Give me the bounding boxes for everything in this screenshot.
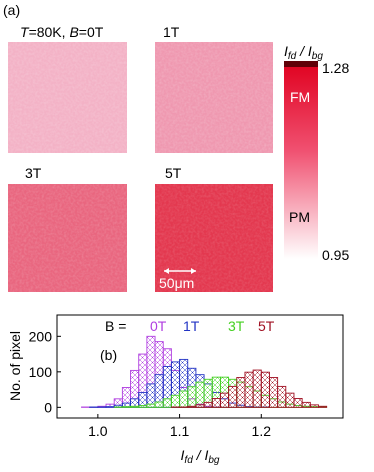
colorbar (284, 61, 318, 259)
scale-bar-label: 50μm (159, 275, 194, 291)
colorbar-annotation: PM (289, 209, 310, 225)
histogram-bar (277, 385, 287, 408)
histogram-bar (121, 406, 131, 408)
label-part: B (69, 24, 78, 40)
y-tick-label: 200 (29, 328, 53, 344)
histogram-bar (211, 398, 221, 408)
label-part: T (20, 24, 30, 40)
label-part: I (181, 447, 185, 463)
image-label: T=80K, B=0T (20, 24, 104, 40)
image-texture (155, 184, 273, 292)
y-axis-label: No. of pixel (7, 331, 23, 401)
colorbar-annotation: FM (290, 89, 310, 105)
histogram-bar (293, 398, 303, 408)
histogram-bar (301, 401, 311, 408)
histogram-bar (244, 371, 254, 408)
histogram-bar (187, 405, 197, 408)
image-label: 3T (25, 165, 42, 181)
image-texture (155, 42, 273, 153)
histogram-bar (309, 404, 319, 408)
label-part: =0T (79, 24, 104, 40)
histogram-bar (179, 390, 189, 408)
image-texture (8, 184, 127, 292)
legend-entry: 3T (228, 318, 245, 334)
histogram-panel: 0 100 200 1.0 1.1 1.2 0T 1T 3T 5T (29, 314, 344, 439)
label-part: =80K, (29, 24, 70, 40)
panel-label: (a) (3, 2, 20, 18)
colorbar-top (284, 61, 318, 67)
x-tick-label: 1.2 (252, 423, 272, 439)
panel-label: (b) (100, 347, 117, 363)
label-part: bg (312, 51, 324, 62)
colorbar-min: 0.95 (322, 247, 349, 263)
histogram-bar (318, 405, 328, 408)
histogram-bar (269, 377, 279, 408)
histogram-bar (105, 406, 115, 408)
label-part: I (204, 447, 208, 463)
y-tick-label: 0 (44, 399, 52, 415)
histogram-bar (138, 391, 148, 408)
histogram-bar (260, 371, 270, 408)
histogram-bar (154, 401, 164, 408)
histogram-bar (146, 403, 156, 408)
legend-entry: 1T (183, 318, 200, 334)
histogram-bar (162, 398, 172, 408)
histogram-bar (195, 381, 205, 408)
legend-title: B = (105, 318, 126, 334)
histogram-bar (203, 401, 213, 408)
histogram-bar (138, 405, 148, 408)
label-part: I (284, 43, 288, 59)
legend-entry: 5T (258, 318, 275, 334)
histogram-bar (285, 392, 295, 408)
label-part: fd (184, 455, 193, 466)
label-part: bg (208, 455, 220, 466)
label-part: fd (288, 51, 297, 62)
colorbar-label: Ifd / Ibg (284, 43, 323, 62)
histogram-bar (236, 377, 246, 408)
image-texture (8, 42, 127, 153)
colorbar-max: 1.28 (322, 60, 349, 76)
histogram-bar (228, 385, 238, 408)
x-tick-label: 1.0 (88, 423, 108, 439)
plot-frame (56, 314, 344, 419)
y-tick-label: 100 (29, 364, 53, 380)
histogram-bar (195, 404, 205, 408)
image-label: 1T (163, 24, 180, 40)
label-part: / (296, 43, 308, 59)
x-tick-label: 1.1 (170, 423, 190, 439)
histogram-bar (130, 405, 140, 408)
label-part: I (308, 43, 312, 59)
label-part: / (193, 447, 205, 463)
image-label: 5T (165, 165, 182, 181)
histogram-bar (219, 392, 230, 408)
histogram-bar (170, 394, 181, 408)
histogram-bar (187, 386, 197, 408)
legend-entry: 0T (150, 318, 167, 334)
x-axis-label: Ifd / Ibg (181, 447, 220, 466)
histogram-bar (252, 369, 262, 408)
